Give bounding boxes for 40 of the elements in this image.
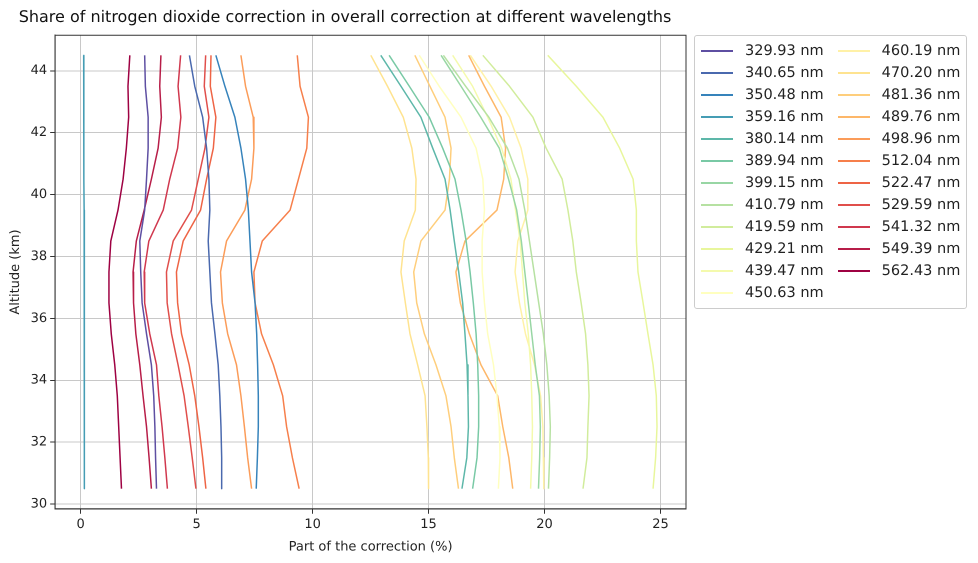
legend-label: 529.59 nm bbox=[882, 197, 960, 213]
y-axis-title: Altitude (km) bbox=[8, 229, 24, 315]
x-tick-label: 25 bbox=[652, 516, 669, 532]
chart-title: Share of nitrogen dioxide correction in overall correction at different wavelengths bbox=[18, 6, 672, 26]
legend-label: 489.76 nm bbox=[882, 109, 960, 125]
legend-label: 340.65 nm bbox=[745, 65, 824, 81]
legend-label: 350.48 nm bbox=[745, 87, 824, 103]
legend-label: 439.47 nm bbox=[745, 263, 824, 279]
legend-label: 522.47 nm bbox=[882, 175, 960, 191]
y-tick-label: 40 bbox=[30, 186, 48, 202]
x-axis-title: Part of the correction (%) bbox=[288, 540, 453, 555]
legend-label: 470.20 nm bbox=[882, 65, 960, 81]
y-tick-label: 34 bbox=[30, 372, 48, 388]
y-tick-label: 38 bbox=[30, 248, 48, 264]
legend-label: 419.59 nm bbox=[745, 219, 824, 235]
legend-label: 410.79 nm bbox=[745, 197, 824, 213]
legend-label: 460.19 nm bbox=[882, 43, 960, 59]
x-tick-label: 20 bbox=[536, 516, 553, 532]
legend-label: 429.21 nm bbox=[745, 241, 824, 257]
y-tick-label: 44 bbox=[30, 63, 48, 78]
x-tick-label: 5 bbox=[192, 516, 201, 532]
legend-label: 481.36 nm bbox=[882, 87, 960, 103]
legend-label: 329.93 nm bbox=[745, 43, 824, 59]
legend-label: 399.15 nm bbox=[745, 175, 824, 191]
y-tick-label: 30 bbox=[30, 496, 48, 512]
y-tick-label: 36 bbox=[30, 310, 48, 326]
legend-label: 380.14 nm bbox=[745, 131, 824, 147]
legend-label: 389.94 nm bbox=[745, 153, 824, 169]
legend-label: 359.16 nm bbox=[745, 109, 824, 125]
legend-label: 549.39 nm bbox=[882, 241, 960, 257]
legend-label: 562.43 nm bbox=[882, 263, 960, 279]
legend-label: 498.96 nm bbox=[882, 131, 960, 147]
y-tick-label: 32 bbox=[30, 434, 48, 450]
legend-label: 450.63 nm bbox=[745, 285, 824, 301]
y-tick-label: 42 bbox=[30, 125, 48, 140]
legend-label: 541.32 nm bbox=[882, 219, 960, 235]
x-tick-label: 10 bbox=[304, 516, 321, 532]
legend-label: 512.04 nm bbox=[882, 153, 960, 169]
x-tick-label: 0 bbox=[76, 516, 85, 532]
x-tick-label: 15 bbox=[420, 516, 437, 532]
